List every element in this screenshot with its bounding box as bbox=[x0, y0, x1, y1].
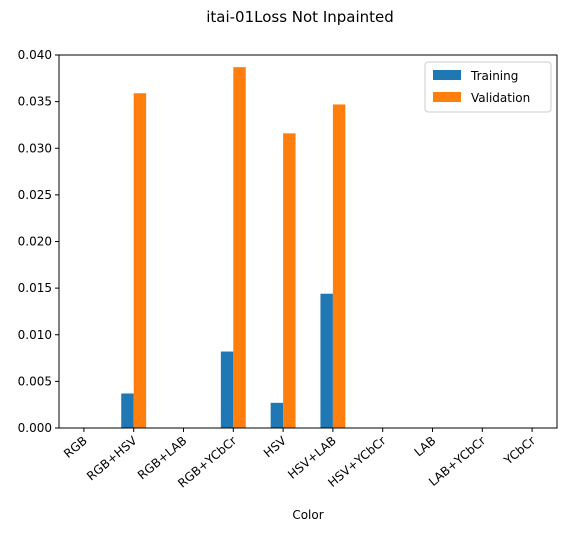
legend-label-validation: Validation bbox=[471, 91, 530, 105]
y-tick-label: 0.035 bbox=[18, 95, 52, 109]
y-tick-label: 0.005 bbox=[18, 374, 52, 388]
bar-validation bbox=[133, 93, 147, 429]
bar-training bbox=[270, 402, 284, 428]
y-tick-label: 0.025 bbox=[18, 188, 52, 202]
y-tick-label: 0.030 bbox=[18, 141, 52, 155]
y-tick-label: 0.040 bbox=[18, 48, 52, 62]
legend: Training Validation bbox=[424, 61, 552, 113]
bar-training bbox=[320, 293, 333, 428]
x-tick-label: RGB bbox=[61, 434, 90, 461]
chart-title: itai-01Loss Not Inpainted bbox=[206, 8, 394, 26]
legend-label-training: Training bbox=[470, 69, 518, 83]
y-tick-label: 0.020 bbox=[18, 235, 52, 249]
y-tick-label: 0.000 bbox=[18, 421, 52, 435]
x-tick-label: HSV bbox=[261, 433, 290, 460]
legend-swatch-validation bbox=[433, 92, 461, 102]
y-tick-label: 0.015 bbox=[18, 281, 52, 295]
y-tick-label: 0.010 bbox=[18, 328, 52, 342]
bar-training bbox=[121, 393, 134, 428]
x-tick-label: RGB+HSV bbox=[84, 433, 140, 483]
axes-frame bbox=[58, 54, 558, 429]
x-tick-label: LAB bbox=[411, 434, 438, 460]
bar-validation bbox=[233, 67, 246, 428]
plot-area: 0.000 0.005 0.010 0.015 0.020 0.025 0.030 0.035… bbox=[18, 48, 558, 491]
bar-training bbox=[220, 351, 234, 428]
bar-validation bbox=[283, 133, 296, 428]
x-tick-label: YCbCr bbox=[501, 434, 538, 469]
x-axis-label: Color bbox=[292, 508, 323, 522]
legend-swatch-training bbox=[433, 70, 461, 80]
bar-validation bbox=[332, 104, 346, 429]
